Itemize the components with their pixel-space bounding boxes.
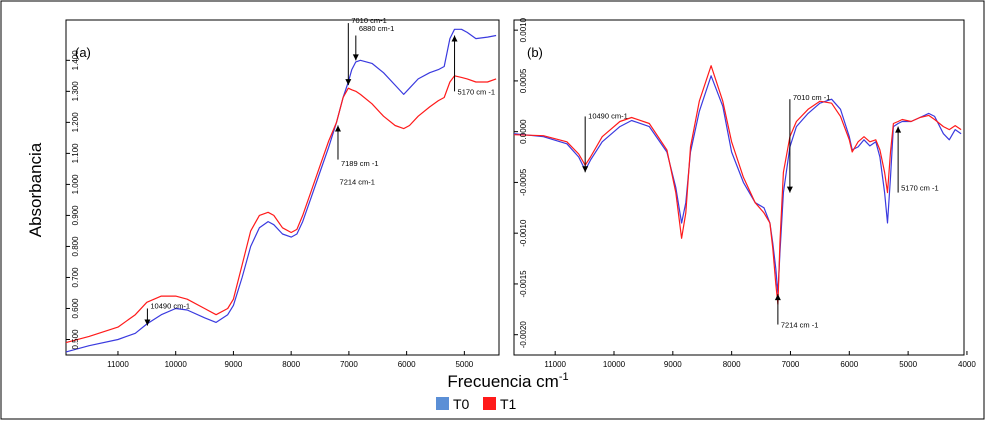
panel-b-y-tick-label: -0.0020 [519, 321, 528, 349]
panel-a-x-tick-label: 6000 [398, 360, 416, 369]
panel-a-y-tick-label: 1.300 [71, 81, 80, 102]
panel-a-annotation-arrowhead [144, 319, 151, 326]
panel-a-x-tick-label: 8000 [282, 360, 300, 369]
panel-a-frame [65, 19, 500, 356]
panel-b-y-tick-label: -0.0005 [519, 168, 528, 196]
panel-a-y-tick-label: 1.100 [71, 143, 80, 164]
panel-b-series-t1-line [513, 65, 962, 305]
panel-a-y-tick-label: 0.800 [71, 236, 80, 257]
legend-swatch-t0 [436, 397, 449, 410]
panel-a-y-tick-label: 1.200 [71, 112, 80, 133]
panel-a-x-tick-label: 7000 [340, 360, 358, 369]
panel-a-y-tick-label: 1.000 [71, 174, 80, 195]
panel-a-annotation-label: 10490 cm-1 [150, 301, 190, 310]
legend-label-t0: T0 [453, 396, 470, 412]
legend-swatch-t1 [483, 397, 496, 410]
panel-b-annotation-label: 7214 cm -1 [781, 321, 819, 330]
panel-b-y-tick-label: -0.0015 [519, 270, 528, 298]
panel-b-label: (b) [527, 45, 543, 60]
panel-b-y-tick-label: 0.0005 [519, 68, 528, 93]
panel-b-y-tick-label: 0.0000 [519, 119, 528, 144]
panel-a-annotation-label: 7214 cm-1 [340, 177, 375, 186]
panel-b-y-tick-label: -0.0010 [519, 219, 528, 247]
panel-b-annotation-arrowhead [895, 126, 902, 133]
panel-b-x-tick-label: 10000 [603, 360, 626, 369]
panel-b-x-tick-label: 11000 [544, 360, 566, 369]
panel-b-x-tick-label: 7000 [782, 360, 800, 369]
panel-a-x-tick-label: 10000 [165, 360, 188, 369]
panel-b-x-tick-label: 9000 [664, 360, 682, 369]
panel-b-series-t0-line [513, 75, 962, 295]
panel-a-label: (a) [75, 45, 91, 60]
panel-a-y-tick-label: 1.400 [71, 50, 80, 71]
panel-a-x-tick-label: 9000 [225, 360, 243, 369]
panel-b-x-tick-label: 6000 [840, 360, 858, 369]
panel-a-x-tick-label: 11000 [107, 360, 129, 369]
legend: T0 T1 [436, 396, 517, 412]
panel-a-annotation-label: 7010 cm-1 [351, 16, 386, 25]
x-axis-label-text: Frecuencia cm [447, 372, 558, 391]
panel-a-annotation-arrowhead [451, 35, 458, 42]
panel-b-x-tick-label: 5000 [899, 360, 917, 369]
panel-b-annotation-label: 10490 cm-1 [588, 111, 628, 120]
panel-a-series-t1-line [65, 75, 497, 344]
panel-b-y-tick-label: 0.0010 [519, 17, 528, 42]
panel-a-annotation-arrowhead [334, 125, 341, 132]
panel-a-y-tick-label: 0.600 [71, 298, 80, 319]
panel-a-annotation-label: 6880 cm-1 [359, 24, 394, 33]
x-axis-label: Frecuencia cm-1 [447, 371, 568, 391]
panel-b-x-tick-label: 8000 [723, 360, 741, 369]
panel-b: (b) 10490 cm-1 7010 cm -1 5170 cm -1 7214 c… [513, 17, 976, 369]
panel-a-annotation-arrowhead [352, 54, 359, 61]
legend-label-t1: T1 [500, 396, 517, 412]
panel-b-annotation-arrowhead [786, 186, 793, 193]
panel-b-frame [513, 19, 965, 356]
panel-a-x-tick-label: 5000 [455, 360, 473, 369]
panel-a-y-tick-label: 0.700 [71, 267, 80, 288]
panel-a-series-t0-line [65, 28, 497, 353]
panel-b-annotation-label: 5170 cm -1 [901, 184, 939, 193]
panel-b-annotation-arrowhead [774, 294, 781, 301]
panel-a-y-tick-label: 0.900 [71, 205, 80, 226]
x-axis-label-sup: -1 [559, 371, 569, 383]
panel-b-annotation-label: 7010 cm -1 [793, 93, 831, 102]
y-axis-label: Absorbancia [26, 142, 45, 237]
panel-a-annotation-label: 5170 cm -1 [458, 87, 496, 96]
panel-a-annotation-arrowhead [345, 79, 352, 86]
panel-a-annotation-label: 7189 cm -1 [341, 159, 379, 168]
panel-b-x-tick-label: 4000 [958, 360, 976, 369]
panel-b-annotation-arrowhead [582, 166, 589, 173]
panel-a-y-tick-label: 0.500 [71, 329, 80, 350]
